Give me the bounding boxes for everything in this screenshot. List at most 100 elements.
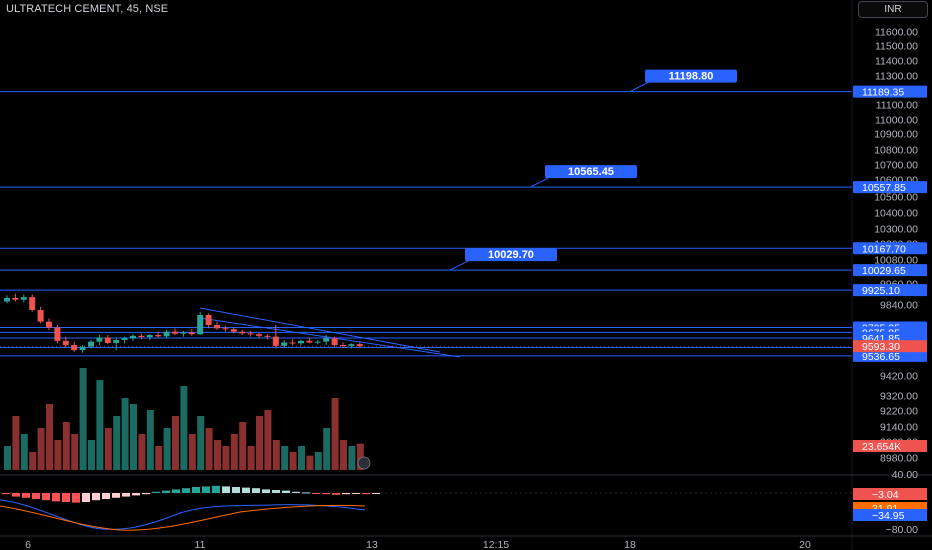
trendline-upper <box>199 307 441 353</box>
volume-bar <box>104 428 112 470</box>
oscillator-value-tag <box>853 509 927 521</box>
candle-body <box>46 321 52 328</box>
oscillator-histogram-bar <box>272 490 280 493</box>
candle-body <box>340 345 346 346</box>
oscillator-axis-label: 40.00 <box>892 469 918 481</box>
volume-bar <box>130 404 137 470</box>
level-price-label: 10557.85 <box>862 182 906 194</box>
volume-bar <box>79 368 87 470</box>
oscillator-histogram-bar <box>112 493 120 498</box>
level-price-tag <box>853 85 927 98</box>
oscillator-value-tag <box>853 488 927 500</box>
volume-bar <box>348 446 356 470</box>
candle-body <box>12 298 19 300</box>
level-price-tag <box>853 264 927 277</box>
volume-bar <box>88 440 95 470</box>
volume-bar <box>62 422 70 470</box>
price-tick-label: 9140.00 <box>880 422 918 434</box>
volume-bar <box>138 434 146 470</box>
price-tick-label: 10080.00 <box>874 255 918 267</box>
candle-body <box>356 344 363 347</box>
level-callout-box <box>545 165 637 179</box>
oscillator-histogram-bar <box>362 493 370 495</box>
volume-bar <box>298 446 305 470</box>
volume-bar <box>37 428 45 470</box>
price-tick-label: 9420.00 <box>880 371 918 383</box>
price-tick-label: 10700.00 <box>874 160 918 172</box>
signal-line <box>0 504 366 531</box>
callout-pointer <box>629 81 651 93</box>
oscillator-histogram-bar <box>182 488 190 493</box>
level-callout-label: 10029.70 <box>488 249 534 261</box>
level-callout-label: 10565.45 <box>568 166 614 178</box>
candle-body <box>163 331 170 337</box>
oscillator-axis-label: −80.00 <box>886 524 919 536</box>
oscillator-histogram-bar <box>282 490 290 493</box>
candle-body <box>272 336 279 346</box>
volume-bar <box>20 434 28 470</box>
volume-bar <box>29 452 37 470</box>
candle-body <box>4 298 10 302</box>
current-price-tag <box>853 340 927 353</box>
volume-bar <box>272 440 280 470</box>
oscillator-histogram-bar <box>102 493 110 499</box>
candle-body <box>348 344 355 346</box>
time-tick-label: 11 <box>195 539 206 550</box>
time-tick-label: 18 <box>624 539 636 550</box>
price-tick-label: 11000.00 <box>875 115 918 127</box>
oscillator-histogram-bar <box>12 493 20 497</box>
price-tick-label: 10400.00 <box>874 208 918 220</box>
oscillator-histogram-bar <box>322 493 330 495</box>
time-tick-label: 20 <box>799 539 811 550</box>
volume-bar <box>71 434 79 470</box>
macd-line <box>0 499 366 530</box>
level-price-label: 10029.65 <box>862 265 906 277</box>
oscillator-histogram-bar <box>222 486 230 493</box>
oscillator-histogram-bar <box>212 485 220 493</box>
oscillator-histogram-bar <box>232 487 240 493</box>
oscillator-histogram-bar <box>202 486 210 493</box>
oscillator-histogram-bar <box>132 493 140 496</box>
volume-bar <box>314 452 322 470</box>
level-price-label: 11189.35 <box>862 87 904 99</box>
candle-body <box>121 338 128 340</box>
candle-body <box>222 328 229 330</box>
volume-bar <box>113 416 121 470</box>
oscillator-histogram-bar <box>142 493 150 495</box>
current-price-label: 9593.30 <box>862 341 900 353</box>
oscillator-histogram-bar <box>342 493 350 495</box>
oscillator-histogram-bar <box>292 491 300 493</box>
candle-body <box>289 342 296 344</box>
oscillator-histogram-bar <box>52 493 60 502</box>
price-tick-label: 10300.00 <box>874 224 918 236</box>
candle-body <box>230 329 237 332</box>
price-tick-label: 8980.00 <box>880 453 918 465</box>
candle-body <box>155 335 162 337</box>
candle-body <box>188 332 195 335</box>
chart-title: ULTRATECH CEMENT, 45, NSE <box>6 3 169 15</box>
volume-value-label: 23.654K <box>862 441 901 453</box>
oscillator-value-label: −3.04 <box>872 489 899 501</box>
time-tick-label: 13 <box>366 539 378 550</box>
price-tick-label: 10800.00 <box>874 145 918 157</box>
oscillator-histogram-bar <box>92 493 100 501</box>
level-price-tag <box>853 284 927 297</box>
volume-bar <box>96 380 104 470</box>
volume-bar <box>323 428 331 470</box>
candle-body <box>256 334 262 336</box>
level-callout-box <box>645 69 737 83</box>
volume-bar <box>46 404 53 470</box>
oscillator-value-label: −34.95 <box>872 510 905 522</box>
candle-body <box>130 335 136 339</box>
oscillator-histogram-bar <box>352 493 360 494</box>
candle-body <box>146 335 153 337</box>
candle-body <box>20 297 27 300</box>
candle-body <box>239 331 246 334</box>
volume-bar <box>230 434 238 470</box>
volume-bar <box>146 410 154 470</box>
volume-bar <box>214 440 221 470</box>
oscillator-histogram-bar <box>22 493 30 498</box>
level-price-tag <box>853 349 927 362</box>
currency-selector[interactable]: INR <box>858 1 928 18</box>
